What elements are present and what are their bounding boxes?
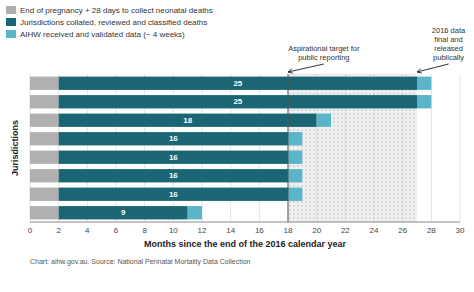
axis-line — [30, 222, 460, 223]
bar-segment — [30, 151, 59, 164]
plot-area — [30, 74, 431, 222]
bar-segment — [288, 188, 302, 201]
chart: 2525181616161690246810121416182022242628… — [0, 0, 474, 292]
target-line — [288, 74, 289, 222]
bar-segment — [59, 95, 417, 108]
tick-label: 24 — [370, 226, 379, 235]
annotation: Aspirational target forpublic reporting — [288, 44, 360, 73]
annotation-arrowhead — [417, 69, 422, 73]
annotation-arrowhead — [288, 69, 293, 73]
tick-label: 6 — [114, 226, 119, 235]
bar-segment — [288, 132, 302, 145]
legend-label: End of pregnancy + 28 days to collect ne… — [20, 6, 213, 15]
data-label: 16 — [169, 134, 178, 143]
tick-label: 14 — [226, 226, 235, 235]
bar-segment — [59, 151, 288, 164]
bar-segment — [288, 151, 302, 164]
bar-segment — [188, 206, 202, 219]
bar-segment — [59, 77, 417, 90]
data-label: 16 — [169, 171, 178, 180]
annotation-arrow — [417, 64, 449, 72]
bar-segment — [30, 114, 59, 127]
tick-label: 20 — [312, 226, 321, 235]
bar-segment — [30, 206, 59, 219]
grid — [30, 74, 460, 222]
bar-segment — [30, 188, 59, 201]
legend-item: AIHW received and validated data (~ 4 we… — [6, 30, 185, 39]
tick-label: 22 — [341, 226, 350, 235]
bar-segment — [30, 132, 59, 145]
legend-swatch — [6, 6, 16, 14]
footer: Chart: aihw.gov.au. Source: National Per… — [30, 258, 251, 266]
tick-label: 18 — [284, 226, 293, 235]
tick-label: 26 — [398, 226, 407, 235]
data-label: 16 — [169, 190, 178, 199]
tick-label: 0 — [28, 226, 33, 235]
x-axis: 024681012141618202224262830 — [28, 222, 465, 235]
bar-segment — [59, 132, 288, 145]
bar-segment — [59, 114, 317, 127]
data-label: 18 — [183, 116, 192, 125]
data-label: 25 — [233, 97, 242, 106]
bar-segment — [417, 77, 431, 90]
legend-item: End of pregnancy + 28 days to collect ne… — [6, 6, 213, 15]
bar-segment — [30, 169, 59, 182]
x-axis-label: Months since the end of the 2016 calenda… — [144, 239, 347, 249]
data-label: 9 — [121, 208, 126, 217]
tick-label: 10 — [169, 226, 178, 235]
tick-label: 30 — [456, 226, 465, 235]
y-axis-label: Jurisdictions — [10, 120, 20, 176]
bar-segment — [417, 95, 431, 108]
annotation-arrow — [288, 64, 324, 72]
bar-segment — [317, 114, 331, 127]
bar-segment — [59, 169, 288, 182]
data-labels: 25 25 18 16 16 16 16 9 — [121, 79, 243, 218]
legend-item: Jurisdictions collated, reviewed and cla… — [6, 18, 207, 27]
tick-label: 12 — [198, 226, 207, 235]
tick-label: 16 — [255, 226, 264, 235]
bar-segment — [30, 95, 59, 108]
annotation-text: 2016 datafinal andreleasedpublically — [432, 26, 466, 62]
legend-swatch — [6, 30, 16, 38]
legend-label: AIHW received and validated data (~ 4 we… — [20, 30, 185, 39]
grid-line — [460, 74, 461, 222]
tick-label: 2 — [56, 226, 61, 235]
annotation-text: Aspirational target forpublic reporting — [288, 44, 360, 62]
grid-line — [288, 74, 289, 222]
bar-segment — [59, 188, 288, 201]
tick-label: 8 — [142, 226, 147, 235]
legend-label: Jurisdictions collated, reviewed and cla… — [20, 18, 207, 27]
annotation: 2016 datafinal andreleasedpublically — [417, 26, 466, 73]
legend: End of pregnancy + 28 days to collect ne… — [6, 6, 213, 39]
data-label: 16 — [169, 153, 178, 162]
tick-label: 4 — [85, 226, 90, 235]
bar-segment — [59, 206, 188, 219]
bar-segment — [288, 169, 302, 182]
legend-swatch — [6, 18, 16, 26]
bar-segment — [30, 77, 59, 90]
data-label: 25 — [233, 79, 242, 88]
tick-label: 28 — [427, 226, 436, 235]
